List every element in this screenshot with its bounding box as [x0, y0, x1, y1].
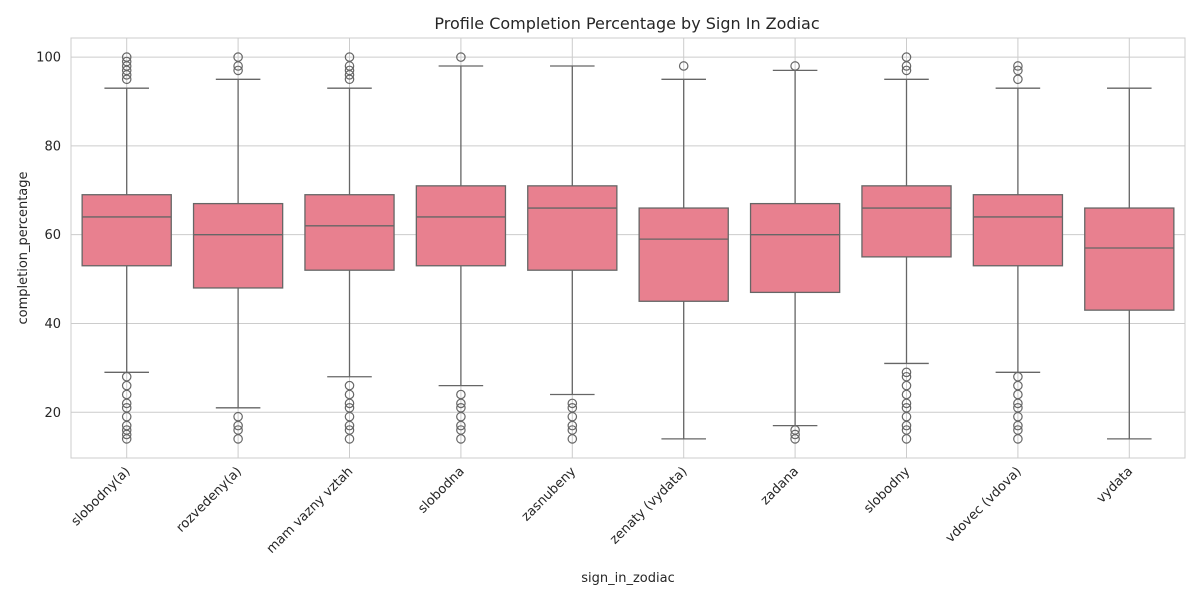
x-tick-label: vydata [1094, 464, 1136, 506]
outlier-point [344, 403, 355, 413]
y-tick-label: 20 [44, 406, 61, 421]
outlier-point [901, 367, 912, 378]
outlier-point [1013, 61, 1023, 71]
outlier-point [121, 56, 132, 67]
iqr-box [1084, 207, 1175, 311]
outlier-point [790, 425, 800, 435]
outlier-point [233, 52, 243, 62]
outlier-point [456, 403, 466, 413]
outlier-point [901, 52, 912, 62]
outlier-point [344, 380, 355, 391]
box-5 [638, 61, 729, 440]
outlier-point [456, 52, 466, 62]
x-axis-ticks: slobodny(a) rozvedeny(a) mam vazny vztah sl… [69, 464, 1137, 557]
outlier-point [790, 61, 800, 71]
outlier-point [233, 425, 243, 435]
x-tick-label: mam vazny vztah [264, 464, 356, 556]
x-tick-label: slobodny(a) [69, 464, 134, 529]
y-axis-label: completion_percentage [16, 171, 31, 324]
outlier-point [1013, 371, 1023, 382]
iqr-box [861, 185, 952, 258]
box-8 [972, 61, 1064, 444]
y-tick-label: 100 [36, 51, 61, 66]
outlier-point [233, 411, 243, 422]
boxes [81, 52, 1175, 444]
x-tick-label: vdovec (vdova) [943, 464, 1025, 546]
outlier-point [456, 425, 466, 435]
outlier-point [456, 389, 466, 400]
y-axis-ticks: 20 40 60 80 100 [36, 51, 61, 421]
iqr-box [527, 185, 618, 271]
box-4 [527, 65, 618, 444]
iqr-box [972, 194, 1064, 267]
iqr-box [192, 202, 284, 289]
x-tick-label: zenaty (vydata) [607, 464, 690, 547]
box-1 [192, 52, 284, 444]
x-tick-label: slobodna [415, 464, 467, 516]
outlier-point [121, 425, 132, 435]
outlier-point [567, 398, 578, 409]
outlier-point [344, 52, 355, 62]
outlier-point [1013, 403, 1023, 413]
outlier-point [233, 65, 243, 76]
chart-title: Profile Completion Percentage by Sign In… [434, 14, 819, 33]
box-2 [304, 52, 395, 444]
box-0 [81, 52, 172, 444]
outlier-point [678, 61, 689, 71]
outlier-point [121, 371, 132, 382]
iqr-box [749, 202, 841, 294]
x-tick-label: zasnubeny [519, 464, 579, 524]
iqr-box [415, 185, 507, 267]
y-tick-label: 80 [44, 139, 61, 154]
outlier-point [1013, 65, 1023, 76]
y-tick-label: 40 [44, 317, 61, 332]
outlier-point [901, 65, 912, 76]
outlier-point [567, 425, 578, 435]
box-3 [415, 52, 507, 444]
x-tick-label: rozvedeny(a) [174, 464, 245, 535]
box-9 [1084, 87, 1175, 440]
outlier-point [1013, 425, 1023, 435]
x-tick-label: slobodny [861, 464, 913, 516]
x-axis-label: sign_in_zodiac [581, 571, 674, 586]
outlier-point [344, 425, 355, 435]
box-7 [861, 52, 952, 444]
x-tick-label: zadana [758, 464, 802, 508]
outlier-point [121, 403, 132, 413]
iqr-box [304, 194, 395, 271]
outlier-point [790, 429, 800, 440]
iqr-box [638, 207, 729, 302]
box-6 [749, 61, 841, 444]
plot-frame [70, 37, 1186, 459]
y-tick-label: 60 [44, 228, 61, 243]
outlier-point [901, 371, 912, 382]
outlier-point [121, 52, 132, 62]
outlier-point [901, 425, 912, 435]
outlier-point [344, 65, 355, 76]
outlier-point [567, 403, 578, 413]
iqr-box [81, 194, 172, 267]
outlier-point [901, 403, 912, 413]
